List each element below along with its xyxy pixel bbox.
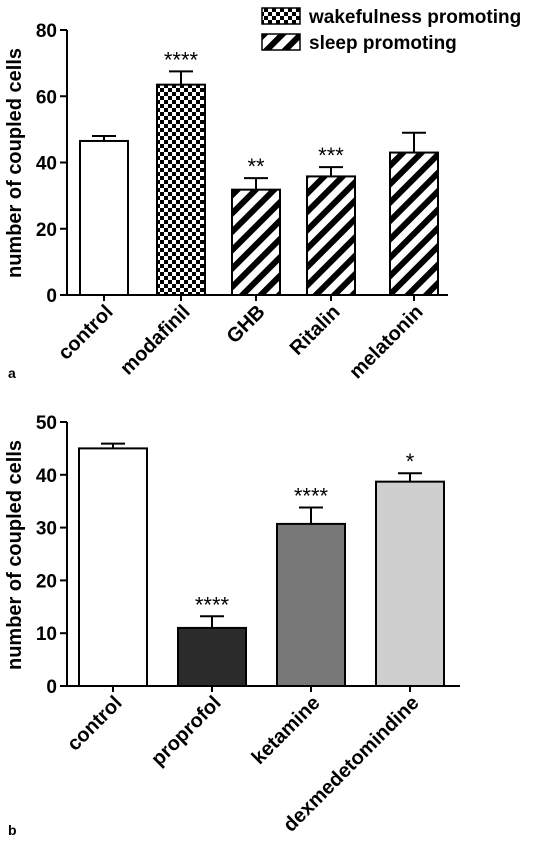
error-bar [319,166,343,177]
legend-a: wakefulness promoting sleep promoting [261,7,521,54]
x-tick-label: ketamine [248,692,325,769]
y-tick-label: 40 [36,466,57,487]
error-bar [92,135,116,141]
y-tick-label: 20 [36,571,57,592]
bar-control [78,447,148,687]
significance-label: **** [195,592,230,617]
bar-dexmedetomindine [375,480,445,687]
y-tick-label: 80 [36,21,57,42]
bar-proprofol [177,626,247,687]
y-tick-label: 0 [46,677,57,698]
legend-label: sleep promoting [309,33,457,54]
bar-GHB [231,188,281,297]
error-bar [299,506,323,524]
x-tick-label: GHB [223,301,270,348]
bar-modafinil [156,83,206,296]
error-bar [169,70,193,85]
y-tick-label: 20 [36,220,57,241]
x-tick-label: proprofol [147,692,225,770]
bar-control [79,139,129,296]
x-tick-label: melatonin [345,301,427,383]
x-tick-label: control [54,301,117,364]
x-tick-label: modafinil [116,301,194,379]
y-tick-label: 0 [46,286,57,307]
bars-a [79,70,439,297]
chart-panel-a: a number of coupled cells 0 20 40 60 80 cont… [4,7,521,383]
bar-ketamine [276,522,346,687]
significance-label: **** [294,484,329,509]
error-bar [101,442,125,449]
bars-b [78,442,445,687]
error-bar [200,615,224,628]
bar-Ritalin [306,175,356,297]
y-tick-label: 30 [36,519,57,540]
significance-label: *** [318,143,344,168]
legend-label: wakefulness promoting [308,7,521,28]
y-tick-label: 40 [36,154,57,175]
error-bar [398,472,422,482]
y-axis-title-b: number of coupled cells [4,440,26,670]
error-bar [402,131,426,153]
y-tick-label: 10 [36,624,57,645]
y-tick-label: 60 [36,87,57,108]
chart-panel-b: b number of coupled cells 0 10 20 30 40 50 co… [4,413,460,838]
y-tick-label: 50 [36,413,57,434]
significance-label: **** [164,47,199,72]
significance-label: ** [247,154,265,179]
significance-label: * [406,449,415,474]
x-tick-label: Ritalin [286,301,345,360]
panel-label-a: a [8,365,16,381]
x-tick-label: control [63,692,126,755]
y-axis-title-a: number of coupled cells [4,48,26,278]
legend-swatch [261,33,301,51]
legend-swatch [261,7,301,25]
axes-a: 0 20 40 60 80 [36,21,448,307]
bar-melatonin [389,151,439,296]
error-bar [244,177,268,190]
panel-label-b: b [8,822,17,838]
